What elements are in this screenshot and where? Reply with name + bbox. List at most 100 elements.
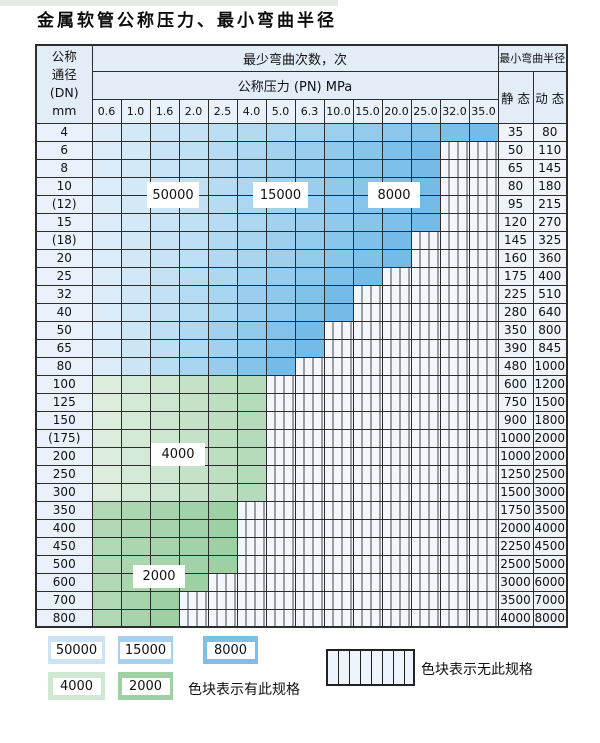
table-row: 6 50 110 <box>35 140 568 160</box>
dn-cell: 200 <box>35 446 93 466</box>
no-spec-cell <box>410 572 441 592</box>
no-spec-cell <box>468 572 499 592</box>
static-cell: 145 <box>497 230 534 250</box>
spec-cell <box>207 212 238 232</box>
dynamic-cell: 3000 <box>532 482 568 502</box>
no-spec-cell <box>381 338 412 358</box>
no-spec-cell <box>468 266 499 286</box>
spec-cell <box>120 302 151 322</box>
spec-cell <box>120 212 151 232</box>
no-spec-cell <box>381 410 412 430</box>
dynamic-column-header: 动 态 <box>532 70 568 124</box>
spec-cell <box>120 500 151 520</box>
spec-cell <box>410 212 441 232</box>
no-spec-cell <box>468 212 499 232</box>
no-spec-cell <box>468 590 499 610</box>
no-spec-cell <box>265 518 296 538</box>
spec-cell <box>149 158 180 178</box>
spec-cell <box>265 338 296 358</box>
dn-header-line: (DN) <box>49 85 79 101</box>
no-spec-cell <box>323 518 354 538</box>
spec-cell <box>178 158 209 178</box>
no-spec-cell <box>352 410 383 430</box>
spec-cell <box>207 338 238 358</box>
dn-header-line: mm <box>52 103 77 119</box>
spec-cell <box>236 374 267 394</box>
no-spec-cell <box>468 410 499 430</box>
spec-cell <box>410 122 441 142</box>
spec-cell <box>468 122 499 142</box>
no-spec-cell <box>468 356 499 376</box>
dynamic-cell: 4500 <box>532 536 568 556</box>
spec-cell <box>207 122 238 142</box>
no-spec-cell <box>352 338 383 358</box>
spec-cell <box>91 374 122 394</box>
table-row: (175) 1000 2000 <box>35 428 568 448</box>
spec-cell <box>178 518 209 538</box>
spec-cell <box>323 176 354 196</box>
spec-cell <box>236 266 267 286</box>
no-spec-cell <box>410 410 441 430</box>
spec-cell <box>91 536 122 556</box>
zone-label-2000: 2000 <box>133 565 185 588</box>
static-cell: 35 <box>497 122 534 142</box>
no-spec-cell <box>439 194 470 214</box>
no-spec-cell <box>410 446 441 466</box>
no-spec-cell <box>410 428 441 448</box>
table-row: 200 1000 2000 <box>35 446 568 466</box>
legend-swatch-15000: 15000 <box>118 636 173 664</box>
dn-cell: 125 <box>35 392 93 412</box>
table-row: 15 120 270 <box>35 212 568 232</box>
spec-cell <box>149 536 180 556</box>
no-spec-cell <box>178 590 209 610</box>
spec-cell <box>178 464 209 484</box>
dn-cell: 32 <box>35 284 93 304</box>
no-spec-cell <box>439 230 470 250</box>
no-spec-cell <box>265 374 296 394</box>
spec-cell <box>178 140 209 160</box>
dynamic-cell: 1800 <box>532 410 568 430</box>
zone-label-15000: 15000 <box>253 182 308 208</box>
spec-cell <box>236 284 267 304</box>
dn-cell: 20 <box>35 248 93 268</box>
spec-cell <box>352 158 383 178</box>
static-cell: 120 <box>497 212 534 232</box>
spec-cell <box>91 482 122 502</box>
spec-cell <box>149 356 180 376</box>
no-spec-cell <box>439 572 470 592</box>
static-cell: 390 <box>497 338 534 358</box>
no-spec-cell <box>381 374 412 394</box>
pressure-tick: 5.0 <box>265 98 296 124</box>
no-spec-cell <box>294 482 325 502</box>
spec-cell <box>149 230 180 250</box>
dynamic-cell: 800 <box>532 320 568 340</box>
dynamic-cell: 3500 <box>532 500 568 520</box>
no-spec-cell <box>323 446 354 466</box>
spec-cell <box>120 338 151 358</box>
spec-cell <box>178 410 209 430</box>
no-spec-cell <box>294 374 325 394</box>
static-cell: 900 <box>497 410 534 430</box>
no-spec-cell <box>381 554 412 574</box>
spec-cell <box>265 266 296 286</box>
spec-cell <box>149 500 180 520</box>
static-cell: 2500 <box>497 554 534 574</box>
static-cell: 3000 <box>497 572 534 592</box>
no-spec-cell <box>294 428 325 448</box>
no-spec-cell <box>381 608 412 628</box>
no-spec-cell <box>381 428 412 448</box>
table-row: 300 1500 3000 <box>35 482 568 502</box>
no-spec-cell <box>410 338 441 358</box>
pressure-tick: 15.0 <box>352 98 383 124</box>
spec-cell <box>323 140 354 160</box>
spec-cell <box>91 446 122 466</box>
dn-cell: 150 <box>35 410 93 430</box>
no-spec-cell <box>381 266 412 286</box>
no-spec-cell <box>381 464 412 484</box>
spec-cell <box>91 554 122 574</box>
dynamic-cell: 80 <box>532 122 568 142</box>
no-spec-cell <box>410 518 441 538</box>
no-spec-cell <box>381 482 412 502</box>
no-spec-cell <box>410 536 441 556</box>
no-spec-cell <box>323 392 354 412</box>
